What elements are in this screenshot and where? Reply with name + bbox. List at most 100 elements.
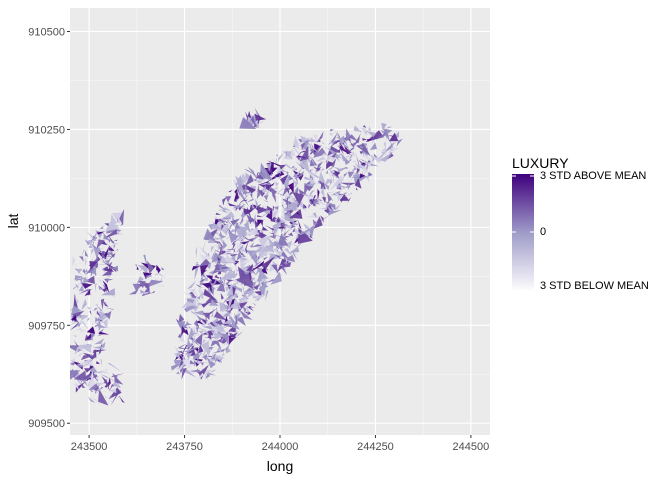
map-cell xyxy=(246,198,254,203)
map-cell xyxy=(76,322,82,327)
map-cell xyxy=(275,246,280,250)
map-cell xyxy=(108,388,117,393)
map-cell xyxy=(198,246,208,257)
map-cell xyxy=(219,319,232,326)
map-cell xyxy=(376,131,388,139)
map-cell xyxy=(74,382,79,391)
map-cell xyxy=(104,223,109,227)
map-cell xyxy=(92,307,98,311)
map-cell xyxy=(300,135,310,143)
map-cell xyxy=(245,238,250,253)
map-cell xyxy=(353,165,355,168)
map-cell xyxy=(298,188,307,195)
map-cell xyxy=(244,184,256,194)
map-cell xyxy=(254,126,262,129)
map-cell xyxy=(242,257,248,260)
map-cell xyxy=(245,174,254,186)
map-cell xyxy=(338,144,343,146)
map-cell xyxy=(81,343,94,346)
map-cell xyxy=(235,174,243,185)
x-axis-ticks: 243500 243750 244000 244250 244500 xyxy=(71,435,489,453)
map-cell xyxy=(303,203,307,209)
map-cell xyxy=(235,236,238,242)
map-cell xyxy=(106,376,109,382)
map-cell xyxy=(245,238,248,240)
map-cell xyxy=(353,125,363,133)
map-cell xyxy=(94,382,105,386)
map-cell xyxy=(284,176,289,185)
map-cell xyxy=(70,320,76,326)
map-cell xyxy=(330,129,334,132)
map-cell xyxy=(115,229,122,237)
map-cell xyxy=(185,368,198,374)
legend-label-low: 3 STD BELOW MEAN xyxy=(540,280,649,292)
map-cell xyxy=(374,127,381,130)
map-cell xyxy=(295,155,308,158)
map-cell xyxy=(215,319,222,326)
map-cell xyxy=(257,219,263,227)
map-cell xyxy=(227,312,232,317)
map-cell xyxy=(70,370,81,380)
map-cell xyxy=(272,206,274,213)
map-cell xyxy=(337,166,349,173)
map-cell xyxy=(187,327,195,341)
map-cell xyxy=(224,196,230,198)
map-cell xyxy=(207,321,216,327)
map-cell xyxy=(304,185,314,192)
map-cell xyxy=(205,315,207,320)
map-cell xyxy=(97,388,101,392)
map-cell xyxy=(359,173,366,179)
map-cell xyxy=(248,246,254,248)
map-cell xyxy=(239,289,249,304)
map-cell xyxy=(186,339,192,348)
map-cell xyxy=(266,182,275,189)
map-cell xyxy=(107,234,116,245)
map-cell xyxy=(91,249,94,255)
map-cell xyxy=(267,182,273,186)
map-cell xyxy=(207,348,212,352)
map-cell xyxy=(95,367,98,376)
map-cell xyxy=(296,211,301,216)
map-cell xyxy=(89,310,92,315)
map-cell xyxy=(219,230,223,236)
map-cell xyxy=(250,228,256,231)
map-cell xyxy=(288,232,294,237)
map-cell xyxy=(270,271,282,285)
map-cell xyxy=(257,172,265,180)
map-cell xyxy=(260,241,269,252)
map-cell xyxy=(236,331,244,338)
map-cell xyxy=(328,192,334,194)
map-cell xyxy=(251,281,256,287)
map-cell xyxy=(182,318,190,321)
map-cell xyxy=(371,165,374,172)
map-cell xyxy=(242,203,246,205)
map-cell xyxy=(326,160,334,170)
map-cell xyxy=(191,289,196,292)
map-cell xyxy=(278,216,286,224)
map-cell xyxy=(290,147,296,158)
map-cell xyxy=(278,256,283,259)
map-cell xyxy=(232,208,238,212)
map-cell xyxy=(230,314,240,330)
map-cell xyxy=(296,151,303,159)
map-cell xyxy=(320,185,325,198)
map-cell xyxy=(215,237,219,242)
map-cell xyxy=(331,152,337,158)
map-cell xyxy=(225,220,235,233)
map-cell xyxy=(191,337,197,343)
map-cell xyxy=(354,162,368,171)
map-cell xyxy=(105,221,120,232)
map-cell xyxy=(221,309,226,313)
map-cell xyxy=(327,166,334,171)
map-cell xyxy=(309,189,316,195)
map-cell xyxy=(187,352,193,361)
map-cell xyxy=(364,162,374,168)
map-cell xyxy=(283,236,288,241)
map-cell xyxy=(178,360,184,369)
map-cell xyxy=(185,287,198,297)
map-cell xyxy=(258,211,271,220)
map-cell xyxy=(238,309,253,320)
map-cell xyxy=(203,353,208,361)
map-cell xyxy=(349,147,355,151)
